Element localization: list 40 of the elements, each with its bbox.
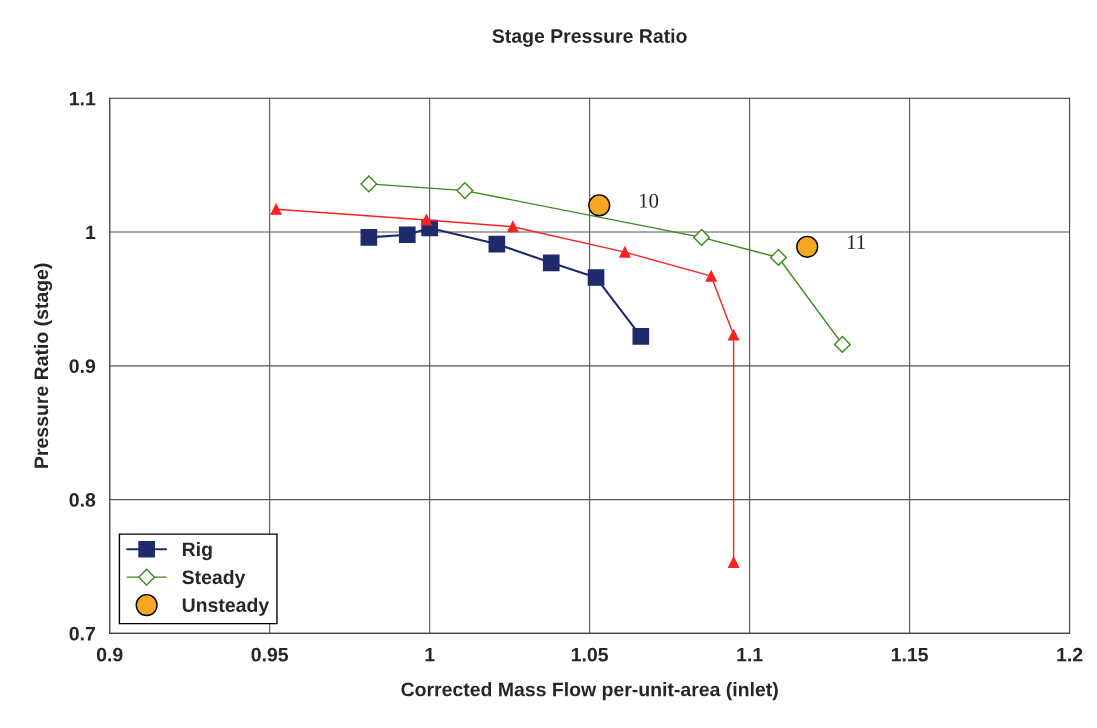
point [693,228,711,246]
annotation: 10 [639,193,659,208]
x-tick-label: 1.1 [737,647,763,662]
point [488,235,506,253]
x-axis-title: Corrected Mass Flow per-unit-area (inlet) [401,682,778,701]
x-tick-label: 1 [425,647,435,662]
y-tick-label: 0.8 [69,493,96,507]
y-axis-title: Pressure Ratio (stage) [33,263,53,468]
point [360,229,378,246]
x-tick-label: 1.2 [1057,647,1083,662]
point [456,182,474,200]
point [796,235,819,258]
annotation: 11 [847,235,865,249]
x-tick-label: 0.95 [251,647,289,662]
point [705,270,717,282]
x-tick-label: 0.9 [96,647,123,662]
y-tick-label: 1 [86,225,96,240]
point [769,248,787,267]
point [420,214,433,226]
legend-label: Rig [182,541,212,561]
point [728,329,740,341]
x-tick-label: 1.15 [891,647,928,662]
point [270,203,282,215]
point [587,269,605,286]
y-tick-label: 1.1 [70,91,96,106]
point [619,246,631,258]
x-tick-label: 1.05 [571,647,609,662]
legend-label: Steady [182,569,246,589]
point [588,194,611,217]
legend-label: Unsteady [182,597,270,616]
point [507,221,519,233]
chart-title: Stage Pressure Ratio [492,28,687,47]
point [833,335,851,353]
point [360,175,378,193]
y-tick-label: 0.7 [69,626,95,641]
point [632,328,650,345]
point [728,556,740,569]
point [542,254,560,272]
point [398,226,416,244]
y-tick-label: 0.9 [69,359,96,374]
